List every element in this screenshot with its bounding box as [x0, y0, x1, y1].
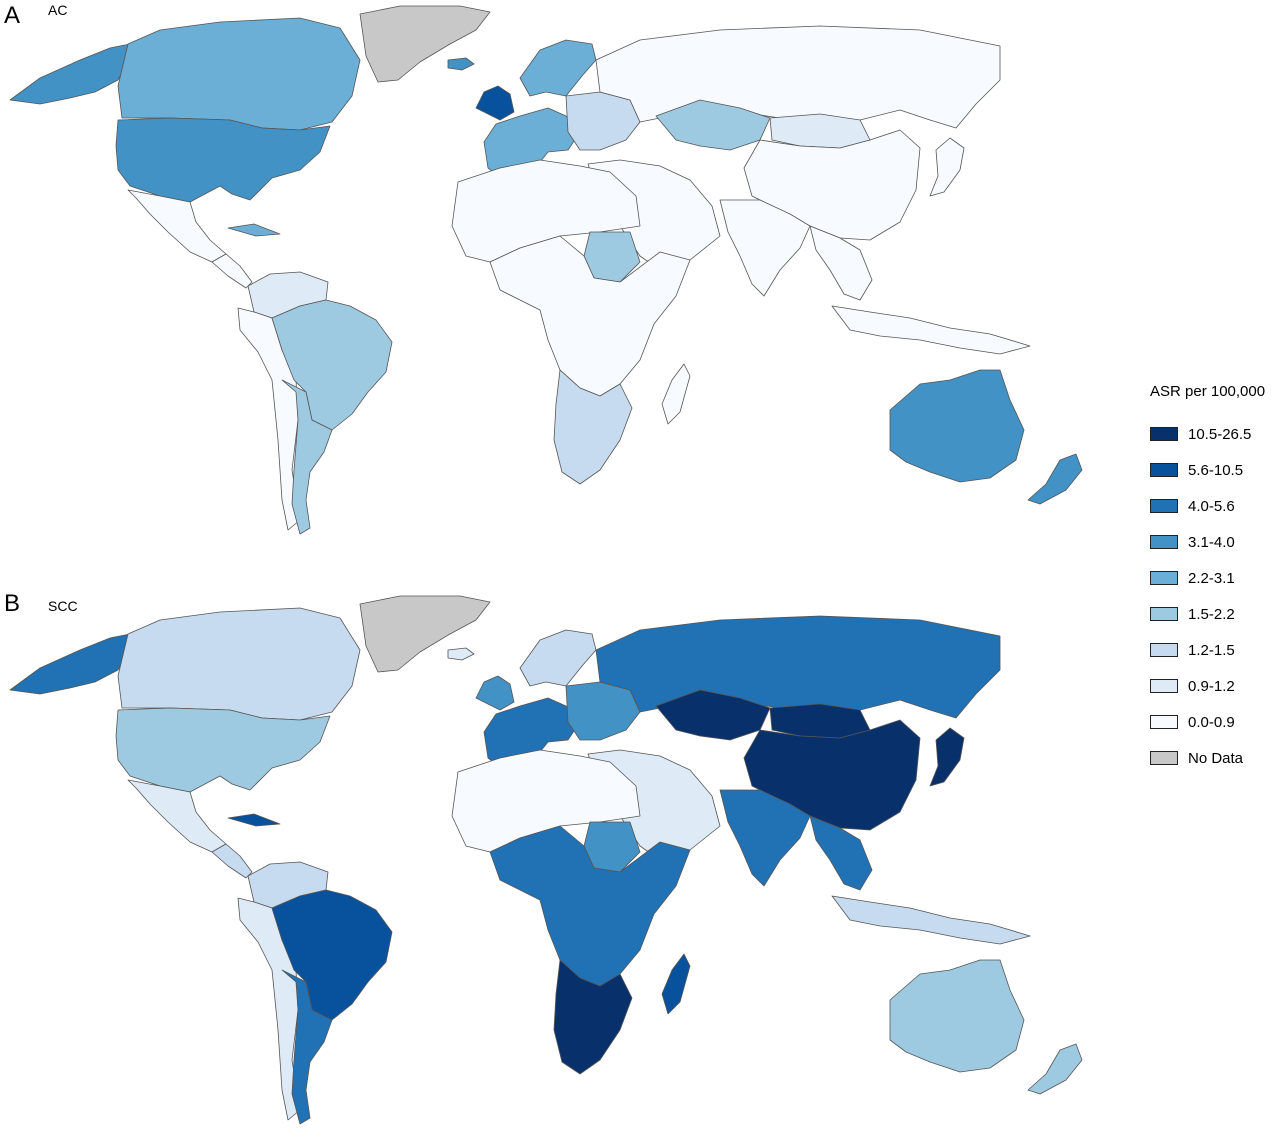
region-central-america [211, 253, 253, 289]
region-japan [929, 727, 965, 787]
region-canada [117, 607, 361, 721]
region-uk [475, 675, 515, 711]
legend-title: ASR per 100,000 [1150, 383, 1266, 400]
legend-item: No Data [1150, 740, 1275, 776]
legend-label: 3.1-4.0 [1188, 533, 1235, 551]
legend-swatch [1150, 643, 1178, 657]
region-argentina [281, 969, 333, 1125]
region-cuba [227, 813, 281, 827]
legend-swatch [1150, 427, 1178, 441]
region-southern-africa [553, 369, 633, 485]
legend-label: 10.5-26.5 [1188, 425, 1252, 443]
region-uk [475, 85, 515, 121]
region-greenland [359, 595, 491, 673]
panel-a-letter: A [4, 2, 21, 29]
region-mexico [127, 189, 227, 263]
region-russia [595, 25, 1001, 129]
region-greenland [359, 5, 491, 83]
legend-item: 0.9-1.2 [1150, 668, 1275, 704]
panel-b-letter: B [4, 590, 21, 617]
region-brazil [271, 299, 393, 431]
legend-item: 1.5-2.2 [1150, 596, 1275, 632]
legend-swatch [1150, 751, 1178, 765]
legend-swatch [1150, 607, 1178, 621]
region-iceland [447, 647, 475, 661]
region-canada [117, 17, 361, 131]
region-madagascar [661, 363, 691, 425]
region-se-asia [809, 815, 873, 891]
legend-label: 1.2-1.5 [1188, 641, 1235, 659]
region-usa [115, 117, 331, 203]
region-indonesia [831, 895, 1031, 945]
region-se-asia [809, 225, 873, 301]
region-eastern-europe [565, 91, 641, 151]
legend-label: 1.5-2.2 [1188, 605, 1235, 623]
region-brazil [271, 889, 393, 1021]
region-scandinavia [519, 39, 597, 97]
region-indonesia [831, 305, 1031, 355]
region-southern-africa [553, 959, 633, 1075]
region-north-africa [451, 159, 641, 263]
legend-swatch [1150, 571, 1178, 585]
region-eastern-europe [565, 681, 641, 741]
region-alaska [9, 633, 131, 695]
legend-item: 10.5-26.5 [1150, 416, 1275, 452]
legend-item: 0.0-0.9 [1150, 704, 1275, 740]
region-north-africa [451, 749, 641, 853]
region-india [719, 789, 811, 887]
region-russia [595, 615, 1001, 719]
legend-item: 3.1-4.0 [1150, 524, 1275, 560]
legend: ASR per 100,000 10.5-26.5 5.6-10.5 4.0-5.6… [1150, 383, 1275, 776]
region-western-europe [483, 697, 581, 771]
legend-swatch [1150, 715, 1178, 729]
panel-a-title: AC [48, 2, 68, 18]
region-new-zealand [1027, 453, 1083, 505]
region-central-africa [489, 825, 691, 987]
region-australia [889, 369, 1025, 483]
region-alaska [9, 43, 131, 105]
region-central-america [211, 843, 253, 879]
region-iceland [447, 57, 475, 71]
legend-label: 0.9-1.2 [1188, 677, 1235, 695]
world-map-ac [9, 5, 1083, 535]
legend-swatch [1150, 535, 1178, 549]
region-western-europe [483, 107, 581, 181]
region-mexico [127, 779, 227, 853]
legend-item: 5.6-10.5 [1150, 452, 1275, 488]
legend-swatch [1150, 499, 1178, 513]
legend-item: 1.2-1.5 [1150, 632, 1275, 668]
region-australia [889, 959, 1025, 1073]
region-mongolia [769, 113, 871, 149]
region-india [719, 199, 811, 297]
legend-label: No Data [1188, 749, 1244, 767]
legend-swatch [1150, 679, 1178, 693]
legend-item: 2.2-3.1 [1150, 560, 1275, 596]
region-central-africa [489, 235, 691, 397]
legend-label: 0.0-0.9 [1188, 713, 1235, 731]
legend-label: 5.6-10.5 [1188, 461, 1244, 479]
region-argentina [281, 379, 333, 535]
world-map-scc [9, 595, 1083, 1125]
panel-b-title: SCC [48, 598, 78, 614]
legend-label: 2.2-3.1 [1188, 569, 1235, 587]
region-japan [929, 137, 965, 197]
region-cuba [227, 223, 281, 237]
region-usa [115, 707, 331, 793]
region-new-zealand [1027, 1043, 1083, 1095]
legend-label: 4.0-5.6 [1188, 497, 1235, 515]
region-mongolia [769, 703, 871, 739]
region-scandinavia [519, 629, 597, 687]
legend-item: 4.0-5.6 [1150, 488, 1275, 524]
region-madagascar [661, 953, 691, 1015]
legend-swatch [1150, 463, 1178, 477]
